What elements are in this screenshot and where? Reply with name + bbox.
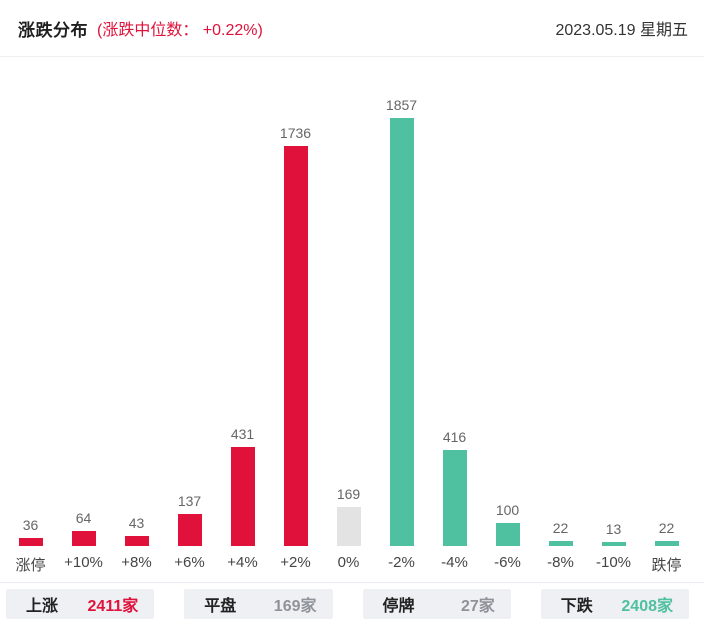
bar-column: 1857 -2%	[375, 57, 428, 582]
bar-column: 36 涨停	[4, 57, 57, 582]
page-title: 涨跌分布	[18, 20, 88, 40]
date-label: 2023.05.19 星期五	[555, 22, 688, 39]
bar-column: 22 -8%	[534, 57, 587, 582]
summary-label: 上涨	[26, 598, 59, 615]
bar-category-label: +4%	[227, 554, 258, 571]
bar-category-label: -4%	[441, 554, 468, 571]
bar	[124, 536, 149, 546]
bar-value-label: 43	[128, 515, 145, 531]
bar-category-label: -6%	[494, 554, 521, 571]
bar-category-label: +6%	[174, 554, 205, 571]
bar-value-label: 169	[336, 486, 361, 502]
bar-chart: 36 涨停 64 +10% 43 +8% 137 +6% 431 +4% 173	[0, 57, 704, 582]
bar	[389, 118, 414, 546]
bar-column: 431 +4%	[216, 57, 269, 582]
bar-column: 137 +6%	[163, 57, 216, 582]
bar-column: 100 -6%	[481, 57, 534, 582]
bar	[442, 450, 467, 546]
summary-value: 169家	[273, 598, 317, 615]
bar-category-label: 0%	[337, 554, 360, 571]
bar-value-label: 64	[75, 510, 92, 526]
bar	[283, 146, 308, 546]
bar-category-label: +8%	[121, 554, 152, 571]
header: 涨跌分布 (涨跌中位数： +0.22%) 2023.05.19 星期五	[0, 0, 704, 57]
bar	[654, 541, 679, 546]
summary-label: 平盘	[204, 598, 237, 615]
summary-label: 停牌	[382, 598, 415, 615]
bar-value-label: 416	[442, 429, 467, 445]
summary-value: 2411家	[87, 598, 139, 615]
bar-value-label: 22	[552, 520, 569, 536]
bar-value-label: 137	[177, 493, 202, 509]
bar-column: 64 +10%	[57, 57, 110, 582]
summary-box-decliners: 下跌 2408家	[540, 589, 689, 619]
bar-category-label: 跌停	[651, 557, 682, 574]
bar-category-label: -2%	[388, 554, 415, 571]
summary-box-unchanged: 平盘 169家	[184, 589, 333, 619]
bar-value-label: 1736	[279, 125, 312, 141]
bar-category-label: +2%	[280, 554, 311, 571]
bar	[230, 447, 255, 546]
bar	[548, 541, 573, 546]
bar-value-label: 100	[495, 502, 520, 518]
bar-value-label: 36	[22, 517, 39, 533]
bar	[601, 542, 626, 546]
bar-category-label: +10%	[64, 554, 103, 571]
bar-value-label: 431	[230, 426, 255, 442]
bar-column: 416 -4%	[428, 57, 481, 582]
summary-label: 下跌	[560, 598, 593, 615]
bar-value-label: 13	[605, 521, 622, 537]
bar	[495, 523, 520, 546]
bar-column: 1736 +2%	[269, 57, 322, 582]
bar-column: 43 +8%	[110, 57, 163, 582]
summary-box-suspended: 停牌 27家	[362, 589, 511, 619]
summary-strip: 上涨 2411家 平盘 169家 停牌 27家 下跌 2408家	[0, 582, 704, 619]
median-change-subtitle: (涨跌中位数： +0.22%)	[97, 22, 263, 39]
bar-category-label: -10%	[595, 554, 632, 571]
bar-value-label: 22	[658, 520, 675, 536]
bar-category-label: -8%	[547, 554, 574, 571]
bar-value-label: 1857	[385, 97, 418, 113]
bar	[336, 507, 361, 546]
bar	[71, 531, 96, 546]
bar-category-label: 涨停	[15, 557, 46, 574]
bar-column: 22 跌停	[640, 57, 693, 582]
bar-column: 13 -10%	[587, 57, 640, 582]
bar	[177, 514, 202, 546]
bar-column: 169 0%	[322, 57, 375, 582]
summary-value: 27家	[460, 598, 495, 615]
summary-value: 2408家	[621, 598, 673, 615]
summary-box-advancers: 上涨 2411家	[6, 589, 155, 619]
bar	[18, 538, 43, 546]
